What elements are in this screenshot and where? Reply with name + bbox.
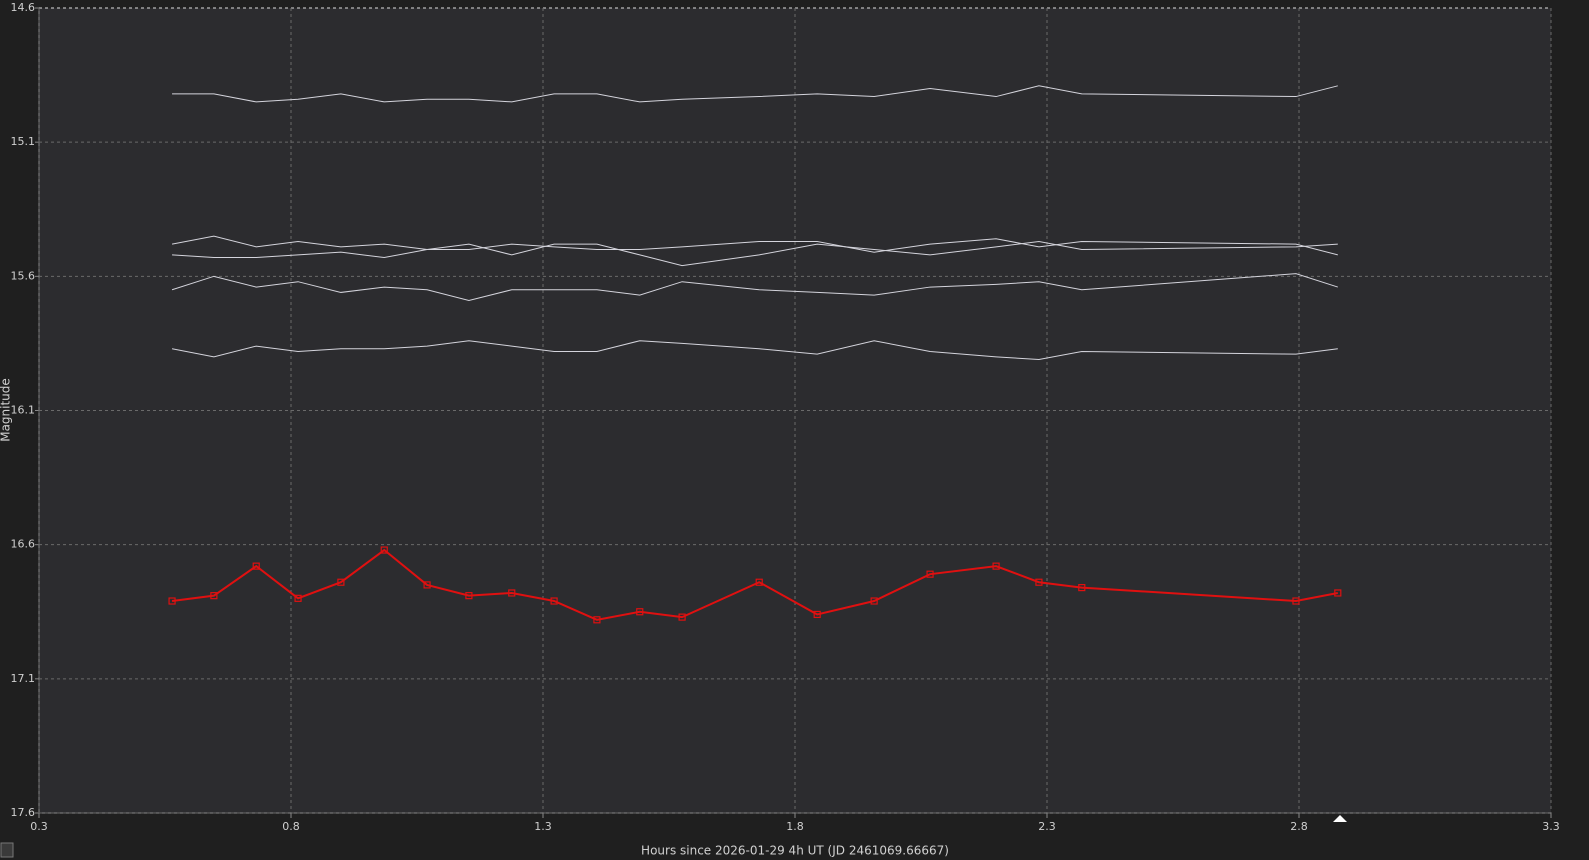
- x-tick-label: 2.3: [1038, 820, 1056, 833]
- marker: [813, 610, 821, 619]
- x-tick-label: 0.3: [30, 820, 48, 833]
- x-tick-label: 3.3: [1542, 820, 1560, 833]
- marker: [678, 613, 686, 621]
- marker: [465, 592, 473, 600]
- series-line: [171, 273, 1338, 301]
- x-tick-label: 2.8: [1290, 820, 1308, 833]
- marker: [636, 608, 644, 616]
- y-tick-label: 16.6: [11, 538, 36, 551]
- series-line: [172, 85, 1338, 103]
- marker: [252, 562, 260, 570]
- x-tick-label: 0.8: [282, 820, 300, 833]
- marker: [337, 578, 345, 586]
- marker: [1334, 589, 1342, 597]
- marker: [992, 562, 1000, 570]
- marker: [508, 589, 516, 597]
- y-tick-label: 15.6: [11, 269, 36, 282]
- y-tick-label: 16.1: [11, 404, 36, 417]
- marker: [294, 594, 302, 602]
- marker: [1035, 578, 1043, 586]
- marker: [870, 597, 878, 605]
- y-tick-label: 14.6: [11, 1, 36, 14]
- marker: [593, 616, 601, 624]
- marker: [926, 570, 934, 578]
- marker: [210, 592, 218, 600]
- cursor-marker[interactable]: [1333, 815, 1347, 822]
- marker: [755, 578, 763, 586]
- marker: [380, 546, 388, 554]
- corner-icon[interactable]: [0, 842, 14, 858]
- marker: [423, 581, 431, 589]
- series-line: [172, 240, 1338, 267]
- y-tick-label: 17.1: [11, 672, 36, 685]
- y-axis-title: Magnitude: [0, 378, 13, 442]
- marker: [1292, 597, 1300, 605]
- series-line: [171, 548, 1338, 621]
- x-tick-label: 1.8: [786, 820, 804, 833]
- marker: [550, 597, 558, 605]
- y-tick-label: 15.1: [11, 135, 36, 148]
- marker: [168, 597, 176, 605]
- x-axis-title: Hours since 2026-01-29 4h UT (JD 2461069…: [641, 844, 949, 858]
- marker: [1078, 583, 1086, 592]
- series-line: [171, 340, 1338, 361]
- y-tick-label: 17.6: [11, 806, 36, 819]
- x-tick-label: 1.3: [534, 820, 552, 833]
